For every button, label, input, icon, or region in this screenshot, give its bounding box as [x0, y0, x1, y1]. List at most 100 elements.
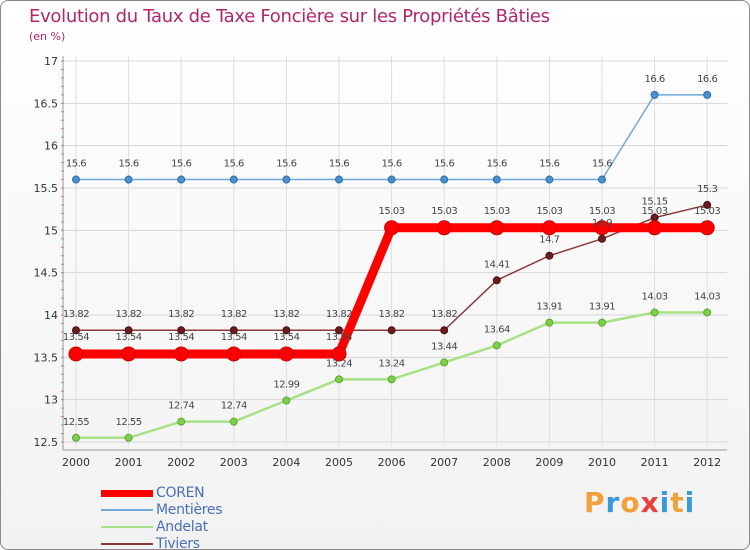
data-point-coren: [68, 346, 84, 362]
y-tick-label: 16: [44, 140, 58, 153]
data-point-tiviers: [387, 326, 396, 335]
data-label-tiviers: 15.15: [642, 197, 668, 208]
data-label-andelat: 13.91: [589, 302, 615, 313]
data-label-coren: 15.03: [431, 206, 457, 217]
data-label-coren: 13.54: [273, 332, 299, 343]
data-label-tiviers: 13.82: [116, 309, 142, 320]
data-point-andelat: [650, 308, 659, 317]
data-point-coren: [121, 346, 137, 362]
data-point-mentieres: [282, 175, 291, 184]
grid: [63, 56, 728, 446]
data-label-tiviers: 14.41: [484, 259, 510, 270]
legend-swatch-andelat: [101, 526, 153, 528]
data-point-coren: [278, 346, 294, 362]
legend-label-coren: COREN: [156, 485, 205, 501]
data-point-andelat: [282, 396, 291, 405]
x-tick-label: 2006: [378, 456, 406, 469]
data-point-andelat: [177, 417, 186, 426]
x-tick-label: 2010: [588, 456, 616, 469]
data-label-tiviers: 13.82: [168, 309, 194, 320]
data-point-mentieres: [387, 175, 396, 184]
data-label-tiviers: 13.82: [431, 309, 457, 320]
logo-letter: t: [670, 486, 685, 519]
data-point-coren: [699, 220, 715, 236]
data-point-andelat: [545, 318, 554, 327]
data-point-mentieres: [335, 175, 343, 184]
data-point-andelat: [229, 417, 238, 426]
legend-item-mentieres: Mentières: [99, 502, 299, 519]
data-label-coren: 15.03: [379, 206, 405, 217]
data-point-coren: [594, 220, 610, 236]
legend-label-mentieres: Mentières: [156, 502, 223, 518]
data-label-coren: 13.54: [326, 332, 352, 343]
data-point-andelat: [72, 433, 80, 442]
data-label-andelat: 13.91: [536, 302, 562, 313]
data-label-coren: 15.03: [484, 206, 510, 217]
x-tick-label: 2004: [272, 456, 300, 469]
data-point-mentieres: [492, 175, 501, 184]
data-label-mentieres: 15.6: [171, 159, 191, 170]
logo-letter: x: [640, 486, 660, 519]
data-label-tiviers: 13.82: [326, 309, 352, 320]
data-point-coren: [489, 220, 505, 236]
data-labels: 13.54 13.54 13.54 13.54 13.54 13.54 15.03 15.03…: [63, 74, 721, 428]
data-point-mentieres: [598, 175, 606, 184]
data-label-andelat: 12.55: [116, 417, 142, 428]
x-tick-label: 2000: [62, 456, 90, 469]
data-point-mentieres: [650, 90, 659, 99]
data-label-coren: 13.54: [116, 332, 142, 343]
x-tick-label: 2008: [483, 456, 511, 469]
data-point-coren: [331, 346, 347, 362]
proxiti-logo: Proxiti: [584, 486, 695, 519]
data-point-tiviers: [124, 326, 133, 335]
data-point-andelat: [703, 308, 712, 317]
data-point-coren: [173, 346, 189, 362]
data-point-tiviers: [229, 326, 238, 335]
data-label-coren: 13.54: [221, 332, 247, 343]
data-label-tiviers: 13.82: [379, 309, 405, 320]
x-tick-label: 2005: [325, 456, 353, 469]
data-label-andelat: 13.24: [379, 358, 405, 369]
data-point-andelat: [598, 318, 606, 327]
data-label-mentieres: 16.6: [697, 74, 717, 85]
data-point-tiviers: [72, 326, 80, 335]
y-tick-label: 16.5: [34, 97, 59, 110]
y-tick-label: 15.5: [34, 182, 59, 195]
data-point-coren: [226, 346, 242, 362]
y-tick-label: 12.5: [34, 436, 59, 449]
data-label-mentieres: 15.6: [434, 159, 454, 170]
data-label-andelat: 14.03: [694, 291, 720, 302]
logo-letter: P: [584, 486, 606, 519]
data-point-tiviers: [335, 326, 343, 335]
data-label-andelat: 12.99: [273, 380, 299, 391]
data-label-mentieres: 16.6: [644, 74, 664, 85]
data-point-tiviers: [545, 251, 554, 260]
data-point-tiviers: [703, 200, 712, 209]
data-label-andelat: 13.44: [431, 341, 457, 352]
data-label-mentieres: 15.6: [329, 159, 349, 170]
data-label-coren: 15.03: [536, 206, 562, 217]
data-point-andelat: [124, 433, 133, 442]
data-label-mentieres: 15.6: [592, 159, 612, 170]
logo-letter: r: [605, 486, 621, 519]
data-point-mentieres: [545, 175, 554, 184]
data-label-tiviers: 14.9: [592, 218, 612, 229]
data-point-andelat: [492, 341, 501, 350]
x-tick-label: 2009: [535, 456, 563, 469]
data-label-coren: 15.03: [642, 206, 668, 217]
data-label-coren: 15.03: [589, 206, 615, 217]
legend-swatch-mentieres: [101, 509, 153, 511]
data-point-andelat: [440, 358, 449, 367]
data-point-coren: [384, 220, 400, 236]
legend-swatch-tiviers: [101, 543, 153, 545]
y-tick-label: 13.5: [34, 351, 59, 364]
x-tick-label: 2001: [115, 456, 143, 469]
y-unit-label: (en %): [29, 30, 66, 43]
legend-label-andelat: Andelat: [156, 519, 208, 535]
data-point-tiviers: [440, 326, 449, 335]
data-label-coren: 13.54: [168, 332, 194, 343]
data-label-mentieres: 15.6: [66, 159, 86, 170]
data-label-andelat: 13.24: [326, 358, 352, 369]
legend-item-andelat: Andelat: [99, 519, 299, 536]
